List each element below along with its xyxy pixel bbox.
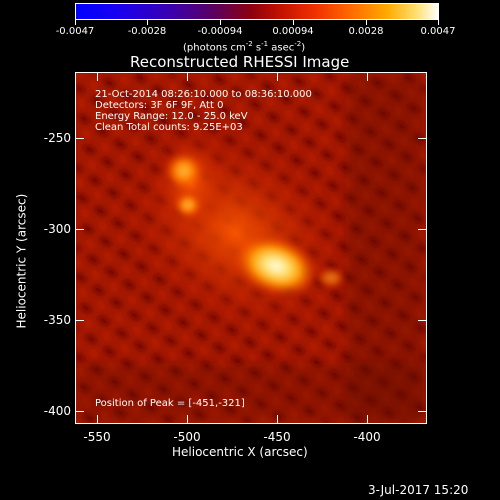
annotation-clean-counts: Clean Total counts: 9.25E+03 <box>95 122 243 133</box>
colorbar-tick <box>293 20 294 25</box>
x-axis-label: Heliocentric X (arcsec) <box>172 445 308 459</box>
colorbar-tick-label: -0.00094 <box>197 26 243 37</box>
colorbar-tick-label: 0.0047 <box>420 26 456 37</box>
colorbar-gradient <box>76 4 438 19</box>
y-major-tick <box>76 411 84 412</box>
x-major-tick-top <box>367 73 368 81</box>
x-major-tick-top <box>97 73 98 81</box>
colorbar <box>75 3 439 20</box>
x-major-tick <box>97 415 98 423</box>
y-major-tick-right <box>418 411 426 412</box>
colorbar-tick <box>438 20 439 25</box>
annotation-energy-range: Energy Range: 12.0 - 25.0 keV <box>95 111 248 122</box>
x-tick-label: -400 <box>353 430 381 444</box>
x-tick-label: -450 <box>263 430 291 444</box>
y-major-tick-right <box>418 138 426 139</box>
y-tick-label: -250 <box>43 131 71 145</box>
colorbar-units: (photons cm-2 s-1 asec-2) <box>183 40 306 54</box>
x-major-tick-top <box>277 73 278 81</box>
x-major-tick-top <box>187 73 188 81</box>
colorbar-tick-label: 0.0028 <box>348 26 384 37</box>
colorbar-tick <box>147 20 148 25</box>
plot-title: Reconstructed RHESSI Image <box>130 53 350 71</box>
x-major-tick <box>367 415 368 423</box>
colorbar-tick-label: 0.00094 <box>272 26 314 37</box>
rhessi-image <box>76 73 426 423</box>
y-major-tick-right <box>418 320 426 321</box>
colorbar-tick <box>220 20 221 25</box>
y-tick-label: -300 <box>43 222 71 236</box>
y-major-tick <box>76 320 84 321</box>
x-tick-label: -550 <box>83 430 111 444</box>
image-plot: 21-Oct-2014 08:26:10.000 to 08:36:10.000… <box>75 72 427 424</box>
colorbar-tick <box>366 20 367 25</box>
y-major-tick <box>76 229 84 230</box>
y-tick-label: -400 <box>43 404 71 418</box>
y-tick-label: -350 <box>43 313 71 327</box>
x-tick-label: -500 <box>173 430 201 444</box>
x-major-tick <box>277 415 278 423</box>
y-major-tick-right <box>418 229 426 230</box>
y-major-tick <box>76 138 84 139</box>
y-axis-label: Heliocentric Y (arcsec) <box>14 193 29 329</box>
x-major-tick <box>187 415 188 423</box>
colorbar-tick-label: -0.0028 <box>127 26 167 37</box>
annotation-peak-position: Position of Peak = [-451,-321] <box>95 398 245 409</box>
plot-timestamp: 3-Jul-2017 15:20 <box>368 483 469 497</box>
annotation-detectors: Detectors: 3F 6F 9F, Att 0 <box>95 100 224 111</box>
annotation-time-range: 21-Oct-2014 08:26:10.000 to 08:36:10.000 <box>95 89 312 100</box>
colorbar-tick <box>75 20 76 25</box>
colorbar-tick-label: -0.0047 <box>55 26 95 37</box>
